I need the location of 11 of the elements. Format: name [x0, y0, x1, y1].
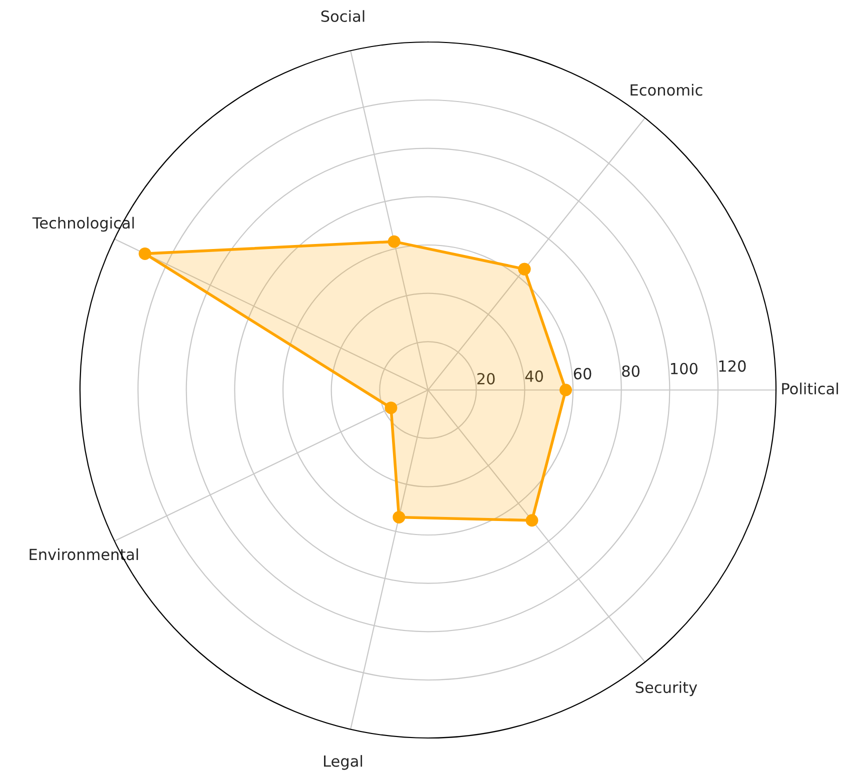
- spoke-label: Legal: [324, 755, 362, 770]
- y-tick-label: 100: [671, 362, 698, 374]
- spoke-label: Social: [321, 10, 364, 22]
- y-tick-label: 40: [525, 370, 543, 382]
- y-tick-label: 20: [477, 372, 495, 385]
- spoke-label: Security: [636, 681, 698, 696]
- y-tick-label: 60: [574, 368, 592, 380]
- y-tick-label: 80: [622, 365, 640, 377]
- spoke-label: Economic: [630, 84, 702, 96]
- spoke-label: Political: [782, 382, 838, 394]
- y-tick-label: 120: [719, 360, 746, 372]
